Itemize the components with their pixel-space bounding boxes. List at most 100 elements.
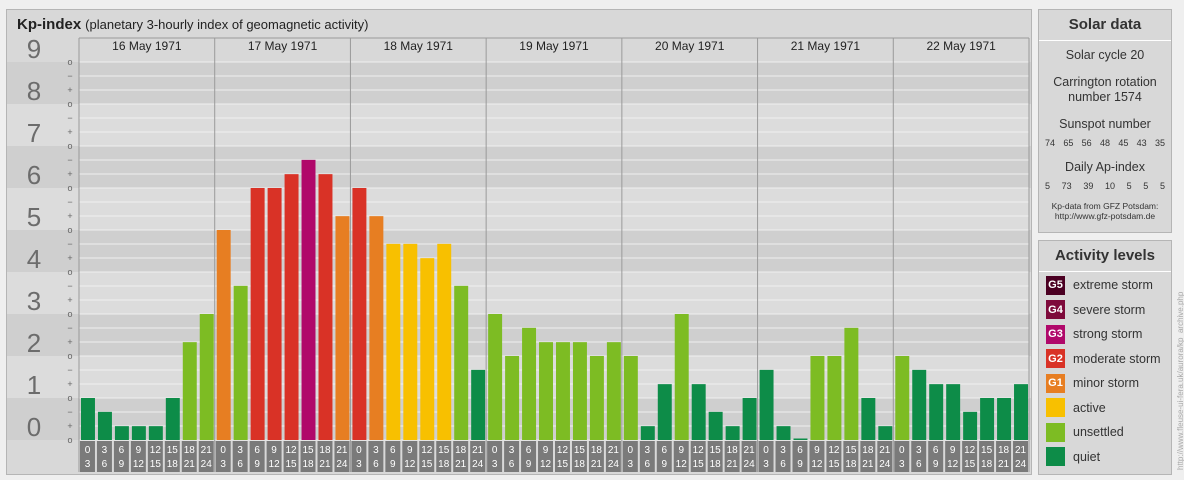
interval-end-label: 18 — [438, 459, 450, 470]
interval-end-label: 3 — [492, 459, 498, 470]
interval-end-label: 3 — [356, 459, 362, 470]
interval-end-label: 24 — [336, 459, 348, 470]
legend-swatch — [1046, 422, 1065, 442]
interval-start-label: 9 — [950, 445, 956, 456]
interval-start-label: 3 — [102, 445, 108, 456]
kp-bar — [386, 243, 401, 440]
interval-start-label: 18 — [862, 445, 874, 456]
y-tick-label: 9 — [27, 34, 41, 64]
interval-cell — [385, 441, 401, 472]
interval-end-label: 6 — [780, 459, 786, 470]
kp-bar — [199, 314, 214, 440]
kp-bar — [946, 384, 961, 440]
interval-start-label: 12 — [557, 445, 569, 456]
interval-start-label: 0 — [85, 445, 91, 456]
interval-cell — [605, 441, 621, 472]
interval-end-label: 24 — [608, 459, 620, 470]
ap-index-value: 5 — [1159, 181, 1165, 191]
y-subtick-label: o — [67, 225, 72, 235]
kp-bar — [776, 426, 791, 440]
interval-end-label: 12 — [133, 459, 145, 470]
y-tick-label: 8 — [27, 76, 41, 106]
y-subtick-label: o — [67, 435, 72, 445]
kp-bar — [250, 188, 265, 440]
y-tick-label: 0 — [27, 412, 41, 442]
interval-start-label: 15 — [167, 445, 179, 456]
legend-label: strong storm — [1073, 327, 1143, 341]
legend-label: moderate storm — [1073, 351, 1161, 366]
legend-item: unsettled — [1046, 422, 1124, 442]
legend-swatch — [1046, 398, 1065, 417]
interval-start-label: 0 — [763, 445, 769, 456]
kp-bar — [352, 188, 367, 440]
interval-end-label: 21 — [998, 459, 1010, 470]
chart-title: Kp-index — [17, 16, 82, 33]
sunspot-value: 74 — [1045, 138, 1056, 148]
interval-start-label: 18 — [998, 445, 1010, 456]
y-subtick-label: + — [67, 211, 72, 221]
interval-start-label: 0 — [628, 445, 634, 456]
interval-cell — [453, 441, 469, 472]
interval-start-label: 21 — [1015, 445, 1027, 456]
interval-end-label: 15 — [693, 459, 705, 470]
interval-start-label: 6 — [119, 445, 125, 456]
interval-cell — [198, 441, 214, 472]
interval-start-label: 18 — [319, 445, 331, 456]
kp-bar — [912, 369, 927, 440]
interval-end-label: 18 — [302, 459, 314, 470]
sunspot-value: 48 — [1099, 138, 1110, 148]
interval-start-label: 3 — [237, 445, 243, 456]
kp-bar — [674, 314, 689, 440]
y-subtick-label: o — [67, 57, 72, 67]
interval-start-label: 3 — [780, 445, 786, 456]
interval-cell — [266, 441, 282, 472]
ap-index-label: Daily Ap-index — [1065, 160, 1145, 174]
day-label: 19 May 1971 — [519, 39, 589, 53]
interval-end-label: 21 — [455, 459, 467, 470]
legend-label: unsettled — [1073, 425, 1124, 439]
interval-cell — [232, 441, 248, 472]
interval-start-label: 6 — [254, 445, 260, 456]
y-band — [7, 188, 1031, 230]
kp-bar — [522, 327, 537, 440]
kp-bar — [437, 243, 452, 440]
interval-cell — [826, 441, 842, 472]
interval-cell — [300, 441, 316, 472]
y-subtick-label: − — [67, 365, 72, 375]
interval-end-label: 12 — [676, 459, 688, 470]
y-subtick-label: − — [67, 113, 72, 123]
interval-cell — [555, 441, 570, 472]
interval-cell — [622, 441, 638, 472]
interval-end-label: 3 — [899, 459, 905, 470]
interval-start-label: 6 — [933, 445, 939, 456]
sunspot-values: 74 65 56 48 45 43 35 — [1039, 138, 1171, 148]
interval-start-label: 21 — [201, 445, 213, 456]
y-subtick-label: − — [67, 71, 72, 81]
day-label: 17 May 1971 — [248, 39, 318, 53]
solar-data-heading: Solar data — [1039, 10, 1171, 41]
interval-cell — [775, 441, 791, 472]
y-subtick-label: o — [67, 99, 72, 109]
interval-start-label: 6 — [661, 445, 667, 456]
interval-cell — [758, 441, 774, 472]
y-subtick-label: o — [67, 183, 72, 193]
kp-bar — [878, 426, 893, 440]
interval-cell — [690, 441, 706, 472]
interval-start-label: 6 — [526, 445, 532, 456]
interval-cell — [673, 441, 689, 472]
y-tick-label: 3 — [27, 286, 41, 316]
kp-bar — [301, 159, 316, 441]
y-tick-label: 2 — [27, 328, 41, 358]
sunspot-value: 65 — [1063, 138, 1074, 148]
interval-end-label: 24 — [472, 459, 484, 470]
interval-cell — [1013, 441, 1028, 472]
interval-end-label: 15 — [150, 459, 162, 470]
credit-url[interactable]: http://www.gfz-potsdam.de — [1054, 211, 1156, 221]
interval-cell — [130, 441, 146, 472]
y-subtick-label: − — [67, 407, 72, 417]
kp-bar — [81, 398, 95, 440]
interval-cell — [911, 441, 927, 472]
interval-start-label: 15 — [574, 445, 586, 456]
y-subtick-label: o — [67, 141, 72, 151]
y-subtick-label: o — [67, 393, 72, 403]
